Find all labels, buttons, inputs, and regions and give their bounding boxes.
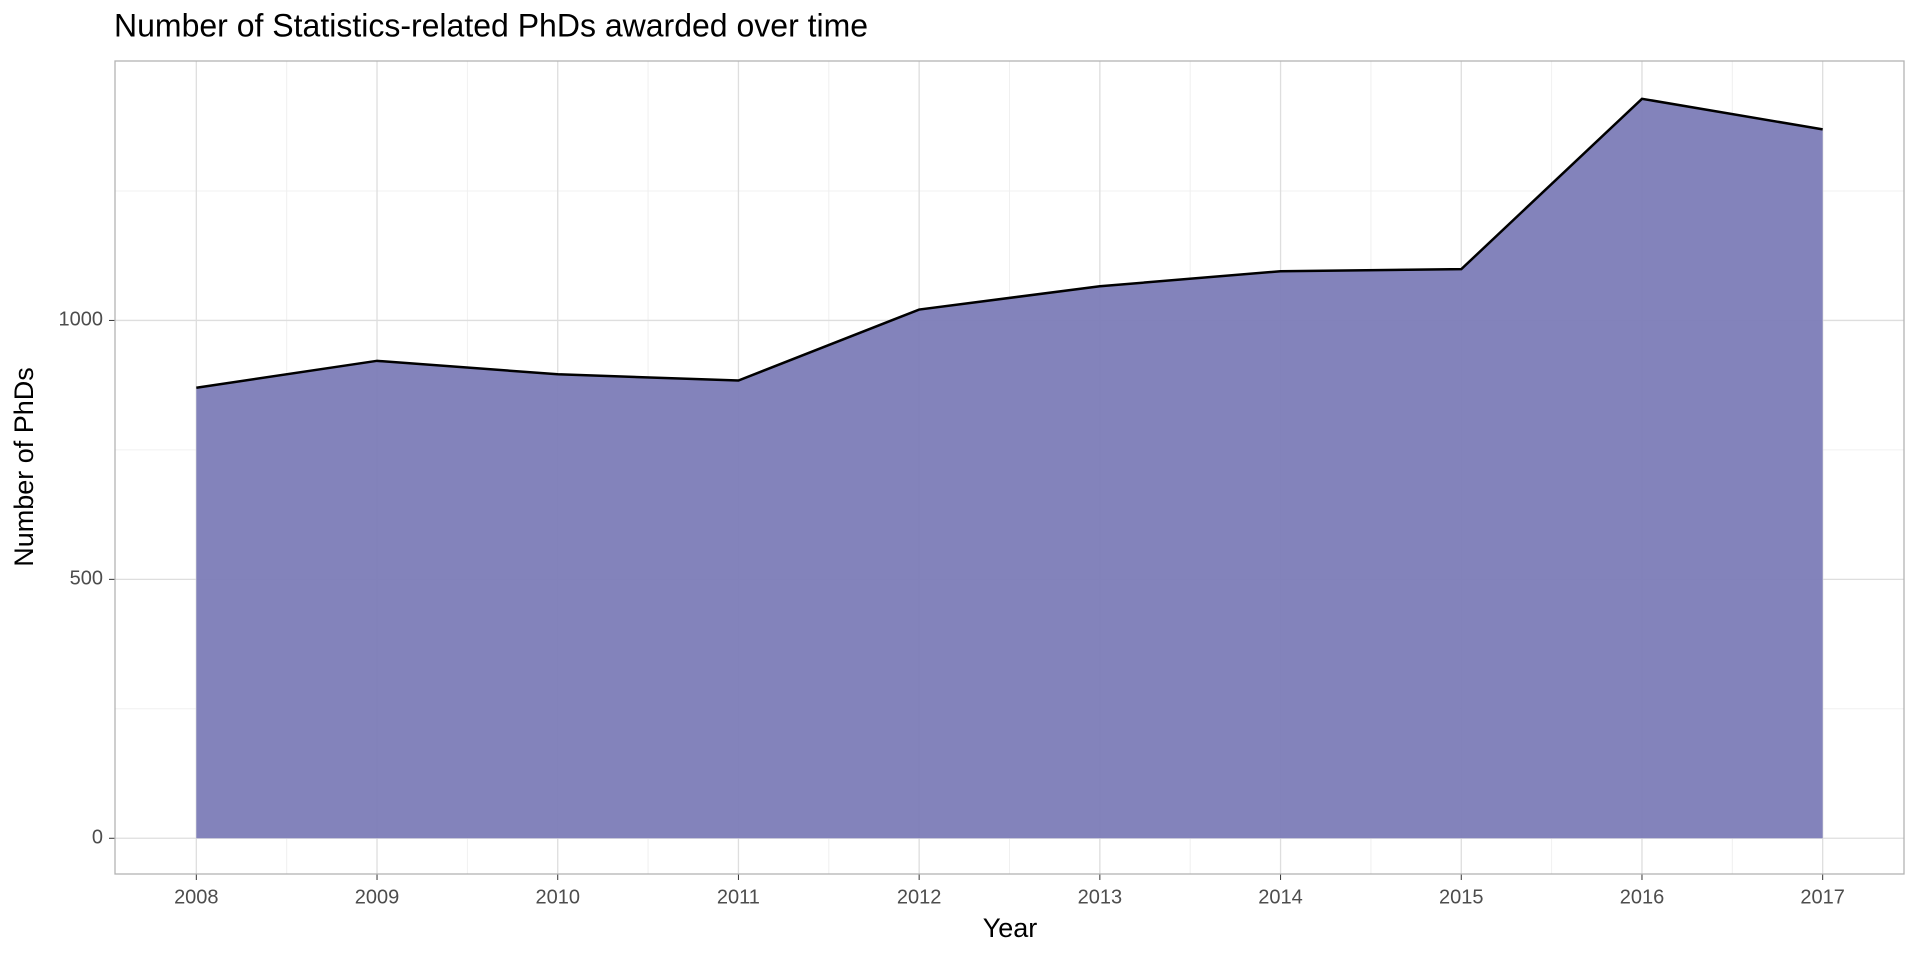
y-tick-label: 1000 [59,309,104,331]
y-axis-title: Number of PhDs [9,367,39,567]
x-tick-label: 2014 [1258,886,1303,908]
y-tick-label: 500 [70,568,103,590]
x-tick-label: 2013 [1078,886,1123,908]
x-tick-label: 2009 [355,886,400,908]
x-tick-label: 2012 [897,886,942,908]
x-tick-label: 2015 [1439,886,1484,908]
chart-title: Number of Statistics-related PhDs awarde… [114,7,868,43]
line [196,97,1823,389]
x-tick-label: 2016 [1620,886,1665,908]
panel-border [114,60,1905,875]
x-tick-label: 2010 [535,886,580,908]
x-tick-label: 2011 [717,886,760,908]
x-axis-title: Year [983,913,1038,943]
x-tick-label: 2017 [1800,886,1845,908]
x-tick-label: 2008 [174,886,219,908]
y-tick-label: 0 [92,827,103,849]
area [196,98,1823,839]
